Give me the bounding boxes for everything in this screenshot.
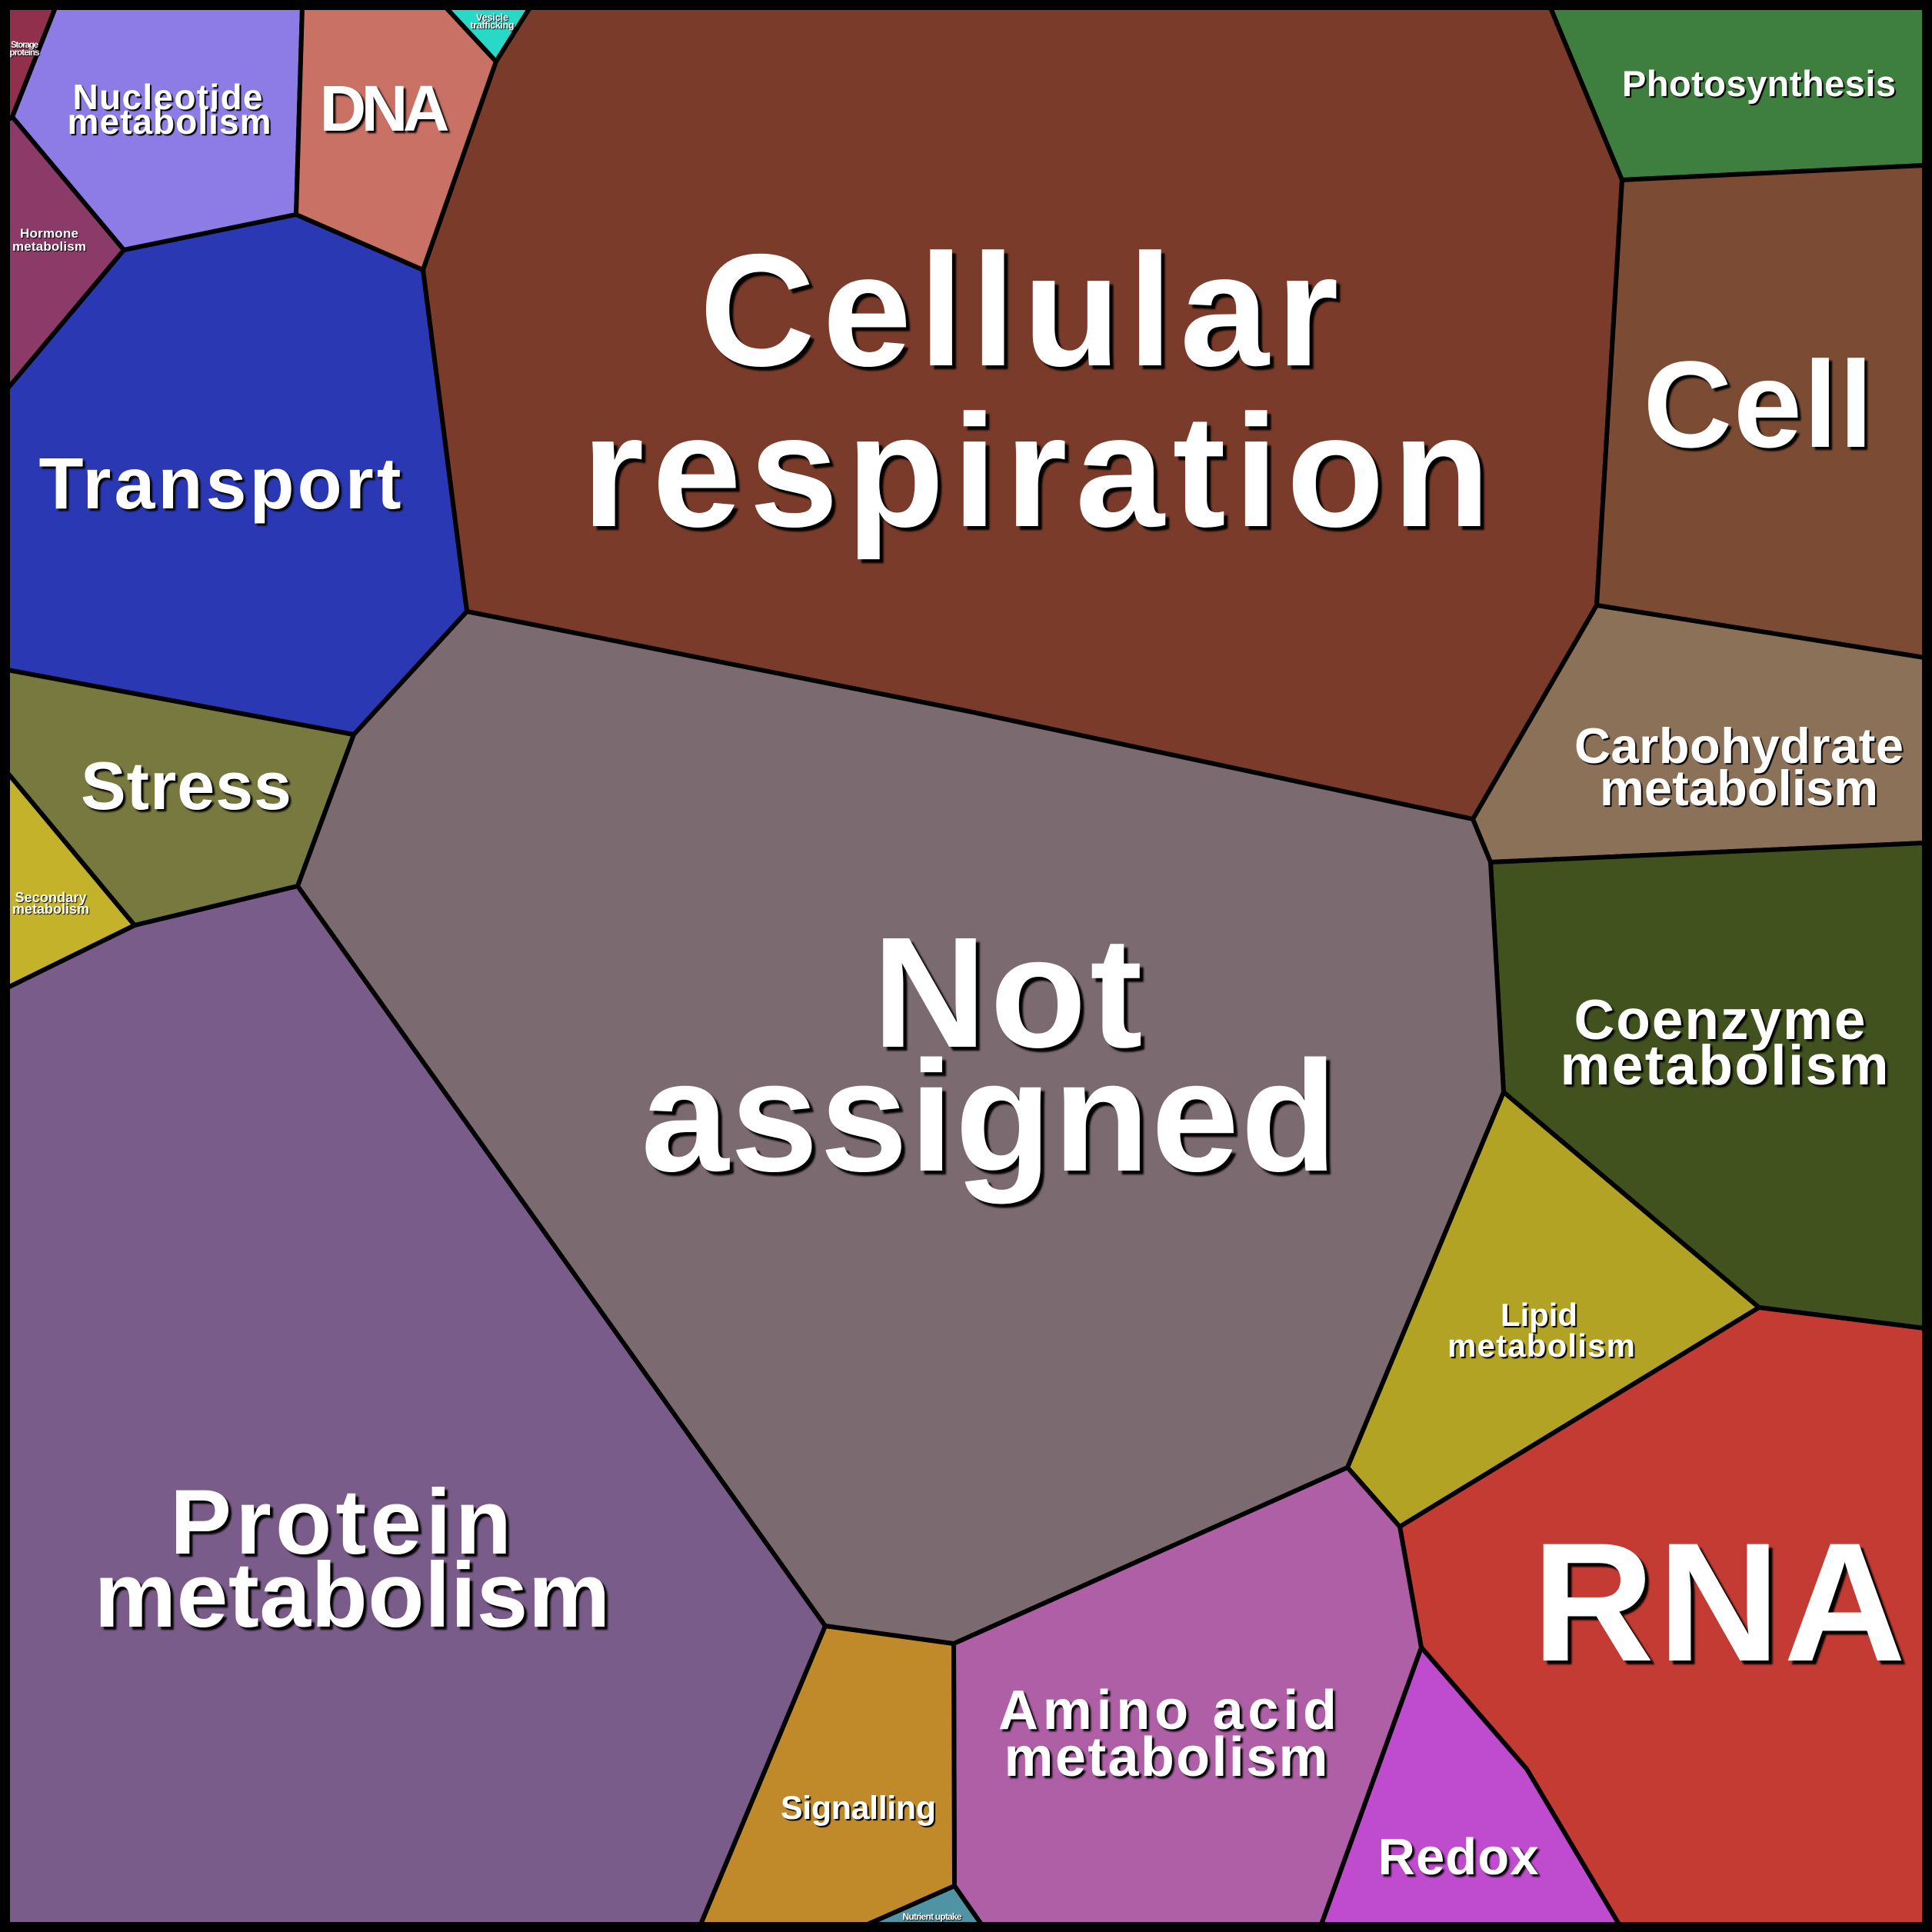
svg-text:Signalling: Signalling (781, 1790, 936, 1827)
svg-text:assigned: assigned (641, 1028, 1337, 1204)
svg-text:Protein: Protein (170, 1471, 511, 1574)
svg-text:Storage: Storage (11, 41, 38, 50)
svg-text:metabolism: metabolism (68, 102, 271, 142)
svg-text:metabolism: metabolism (12, 901, 89, 917)
svg-text:RNA: RNA (1532, 1507, 1906, 1697)
svg-text:Not: Not (873, 904, 1143, 1081)
svg-text:metabolism: metabolism (1447, 1327, 1635, 1364)
svg-text:proteins: proteins (10, 48, 40, 58)
svg-text:Vesicle: Vesicle (476, 12, 508, 23)
svg-text:Carbohydrate: Carbohydrate (1574, 718, 1904, 774)
svg-text:Redox: Redox (1378, 1828, 1539, 1886)
svg-text:Secondary: Secondary (15, 890, 87, 905)
svg-text:Nutrient uptake: Nutrient uptake (903, 1911, 962, 1922)
svg-text:trafficking: trafficking (471, 20, 515, 31)
svg-text:Coenzyme: Coenzyme (1574, 989, 1866, 1051)
svg-text:Nucleotide: Nucleotide (73, 77, 263, 117)
svg-text:Lipid: Lipid (1501, 1297, 1577, 1333)
svg-text:Hormone: Hormone (20, 226, 78, 241)
svg-text:metabolism: metabolism (12, 239, 86, 254)
svg-text:DNA: DNA (320, 72, 450, 145)
svg-text:metabolism: metabolism (1004, 1727, 1328, 1788)
svg-text:metabolism: metabolism (95, 1544, 611, 1647)
svg-text:Cell: Cell (1644, 335, 1874, 473)
svg-text:metabolism: metabolism (1561, 1034, 1889, 1097)
svg-text:respiration: respiration (582, 382, 1491, 561)
svg-text:Stress: Stress (81, 748, 291, 824)
svg-text:Transport: Transport (39, 443, 401, 525)
svg-text:metabolism: metabolism (1600, 760, 1878, 816)
svg-text:Photosynthesis: Photosynthesis (1622, 63, 1896, 104)
